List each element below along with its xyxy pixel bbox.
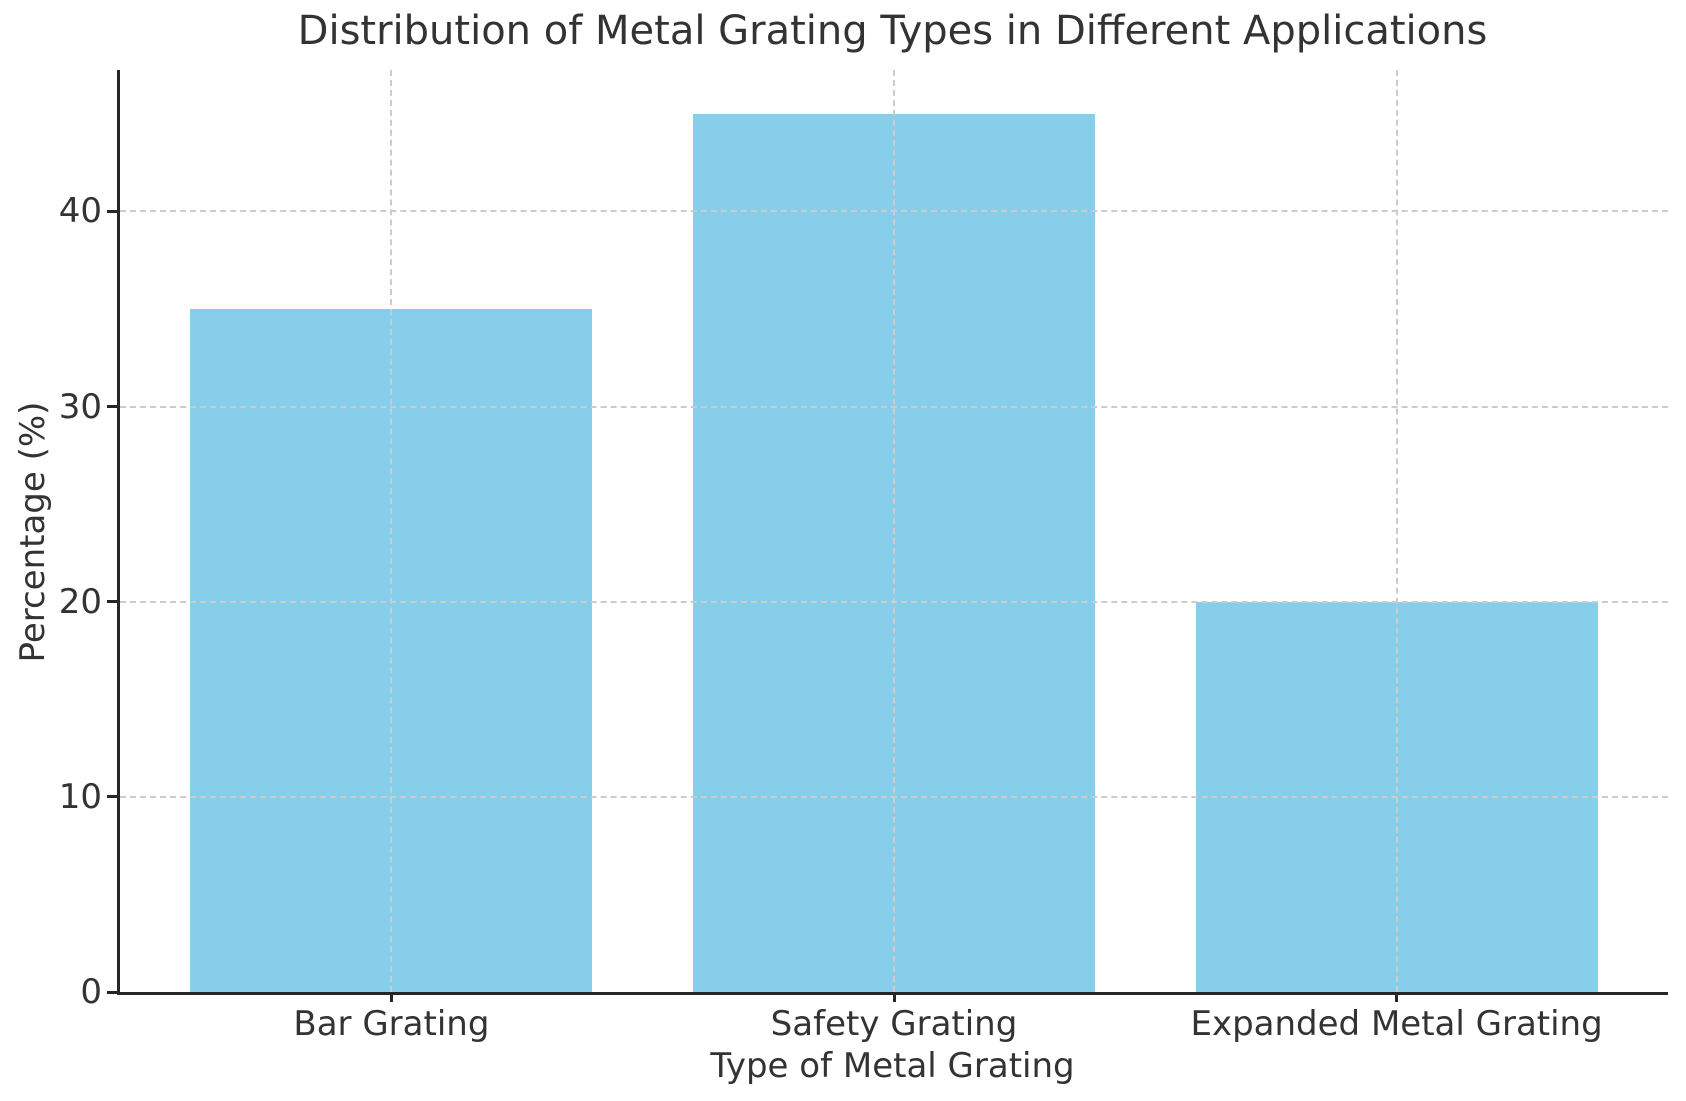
x-tick-label: Bar Grating [293, 1004, 490, 1044]
h-gridline [120, 795, 1668, 798]
v-gridline [390, 70, 393, 992]
y-tick-mark [107, 795, 117, 799]
y-tick-label: 0 [80, 972, 102, 1012]
y-tick-mark [107, 990, 117, 994]
h-gridline [120, 210, 1668, 213]
x-tick-mark [1395, 992, 1399, 1002]
y-tick-label: 20 [58, 581, 102, 622]
y-tick-label: 30 [58, 386, 102, 427]
chart-title: Distribution of Metal Grating Types in D… [297, 8, 1488, 54]
x-axis-label: Type of Metal Grating [710, 1046, 1075, 1086]
y-tick-mark [107, 209, 117, 213]
y-tick-label: 10 [58, 776, 102, 817]
x-tick-mark [892, 992, 896, 1002]
x-tick-label: Safety Grating [770, 1004, 1018, 1044]
v-gridline [1395, 70, 1398, 992]
y-tick-mark [107, 405, 117, 409]
h-gridline [120, 600, 1668, 603]
plot-area: 0 10 20 30 40 Bar Grating Safety Grating Expand… [59, 70, 1668, 1044]
x-tick-label: Expanded Metal Grating [1190, 1004, 1603, 1044]
y-tick-mark [107, 600, 117, 604]
y-tick-label: 40 [58, 191, 102, 232]
y-axis-label: Percentage (%) [13, 401, 53, 663]
h-gridline [120, 405, 1668, 408]
v-gridline [893, 70, 895, 992]
x-tick-mark [389, 992, 393, 1002]
